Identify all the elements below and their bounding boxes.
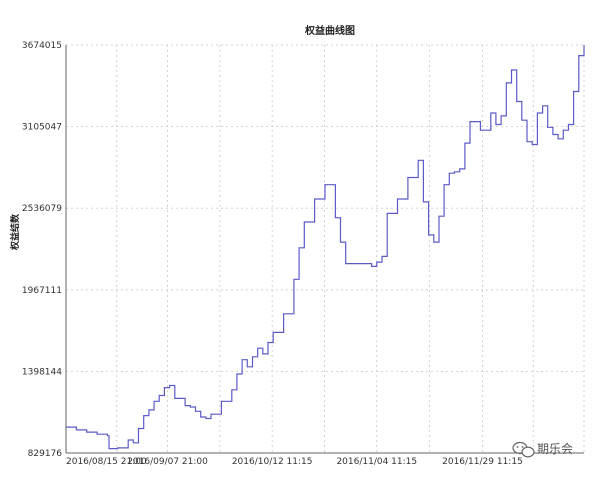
series-layer [66,45,585,450]
x-tick-label: 2016/10/12 11:15 [232,457,313,467]
y-axis-label: 权益结数 [9,213,21,251]
x-tick-label: 2016/09/07 21:00 [127,457,208,467]
y-tick-label: 1398144 [22,367,62,377]
x-tick-label: 2016/11/29 11:15 [442,457,523,467]
y-tick-label: 3674015 [22,41,62,51]
chart-title: 权益曲线图 [304,24,355,37]
tick-label-layer: 829176 1398144 1967111 2536079 3105047 367401… [22,41,523,467]
wechat-logo-icon [512,441,535,458]
watermark: 期乐会 [512,441,573,458]
equity-series-line [66,45,585,450]
axis-layer [65,45,584,454]
watermark-text: 期乐会 [537,442,573,456]
y-tick-label: 1967111 [22,286,62,296]
x-tick-label: 2016/08/15 21:00 [66,457,147,467]
x-tick-label: 2016/11/04 11:15 [336,457,417,467]
y-tick-label: 2536079 [22,204,62,214]
y-tick-label: 829176 [28,449,63,459]
y-tick-label: 3105047 [22,123,62,133]
